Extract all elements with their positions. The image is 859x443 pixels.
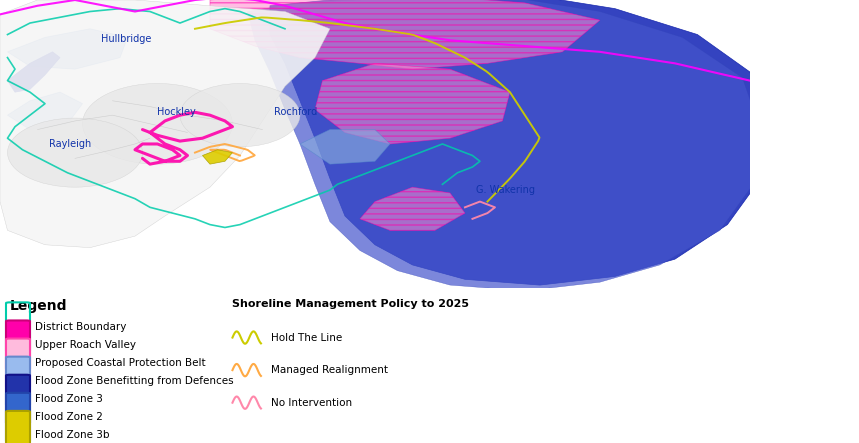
- Text: Flood Zone 2: Flood Zone 2: [35, 412, 103, 422]
- Text: Legend: Legend: [9, 299, 67, 313]
- FancyBboxPatch shape: [6, 411, 30, 443]
- Polygon shape: [8, 52, 60, 92]
- Polygon shape: [360, 187, 465, 230]
- Polygon shape: [0, 0, 330, 248]
- Ellipse shape: [8, 118, 143, 187]
- Text: District Boundary: District Boundary: [35, 322, 126, 332]
- FancyBboxPatch shape: [6, 393, 30, 442]
- Text: Flood Zone 3b: Flood Zone 3b: [35, 430, 110, 440]
- Polygon shape: [203, 150, 233, 164]
- Text: Flood Zone 3: Flood Zone 3: [35, 394, 103, 404]
- Polygon shape: [300, 129, 390, 164]
- Ellipse shape: [82, 83, 233, 164]
- Polygon shape: [8, 29, 127, 69]
- Text: Hockley: Hockley: [157, 107, 196, 117]
- Polygon shape: [315, 63, 510, 144]
- Polygon shape: [210, 0, 600, 69]
- FancyBboxPatch shape: [6, 320, 30, 369]
- Text: Hold The Line: Hold The Line: [271, 333, 343, 342]
- Ellipse shape: [180, 83, 300, 147]
- Text: Upper Roach Valley: Upper Roach Valley: [35, 340, 137, 350]
- Text: Proposed Coastal Protection Belt: Proposed Coastal Protection Belt: [35, 358, 206, 368]
- Text: Rochford: Rochford: [274, 107, 317, 117]
- Text: Rayleigh: Rayleigh: [49, 139, 91, 149]
- Polygon shape: [8, 92, 82, 129]
- Text: G. Wakering: G. Wakering: [476, 185, 535, 195]
- Polygon shape: [270, 0, 765, 285]
- Text: Shoreline Management Policy to 2025: Shoreline Management Policy to 2025: [233, 299, 470, 309]
- Polygon shape: [247, 0, 758, 291]
- Text: No Intervention: No Intervention: [271, 398, 352, 408]
- FancyBboxPatch shape: [6, 375, 30, 424]
- FancyBboxPatch shape: [6, 338, 30, 387]
- Text: Hullbridge: Hullbridge: [101, 34, 151, 44]
- Text: Flood Zone Benefitting from Defences: Flood Zone Benefitting from Defences: [35, 376, 234, 386]
- Text: Managed Realignment: Managed Realignment: [271, 365, 388, 375]
- FancyBboxPatch shape: [6, 357, 30, 405]
